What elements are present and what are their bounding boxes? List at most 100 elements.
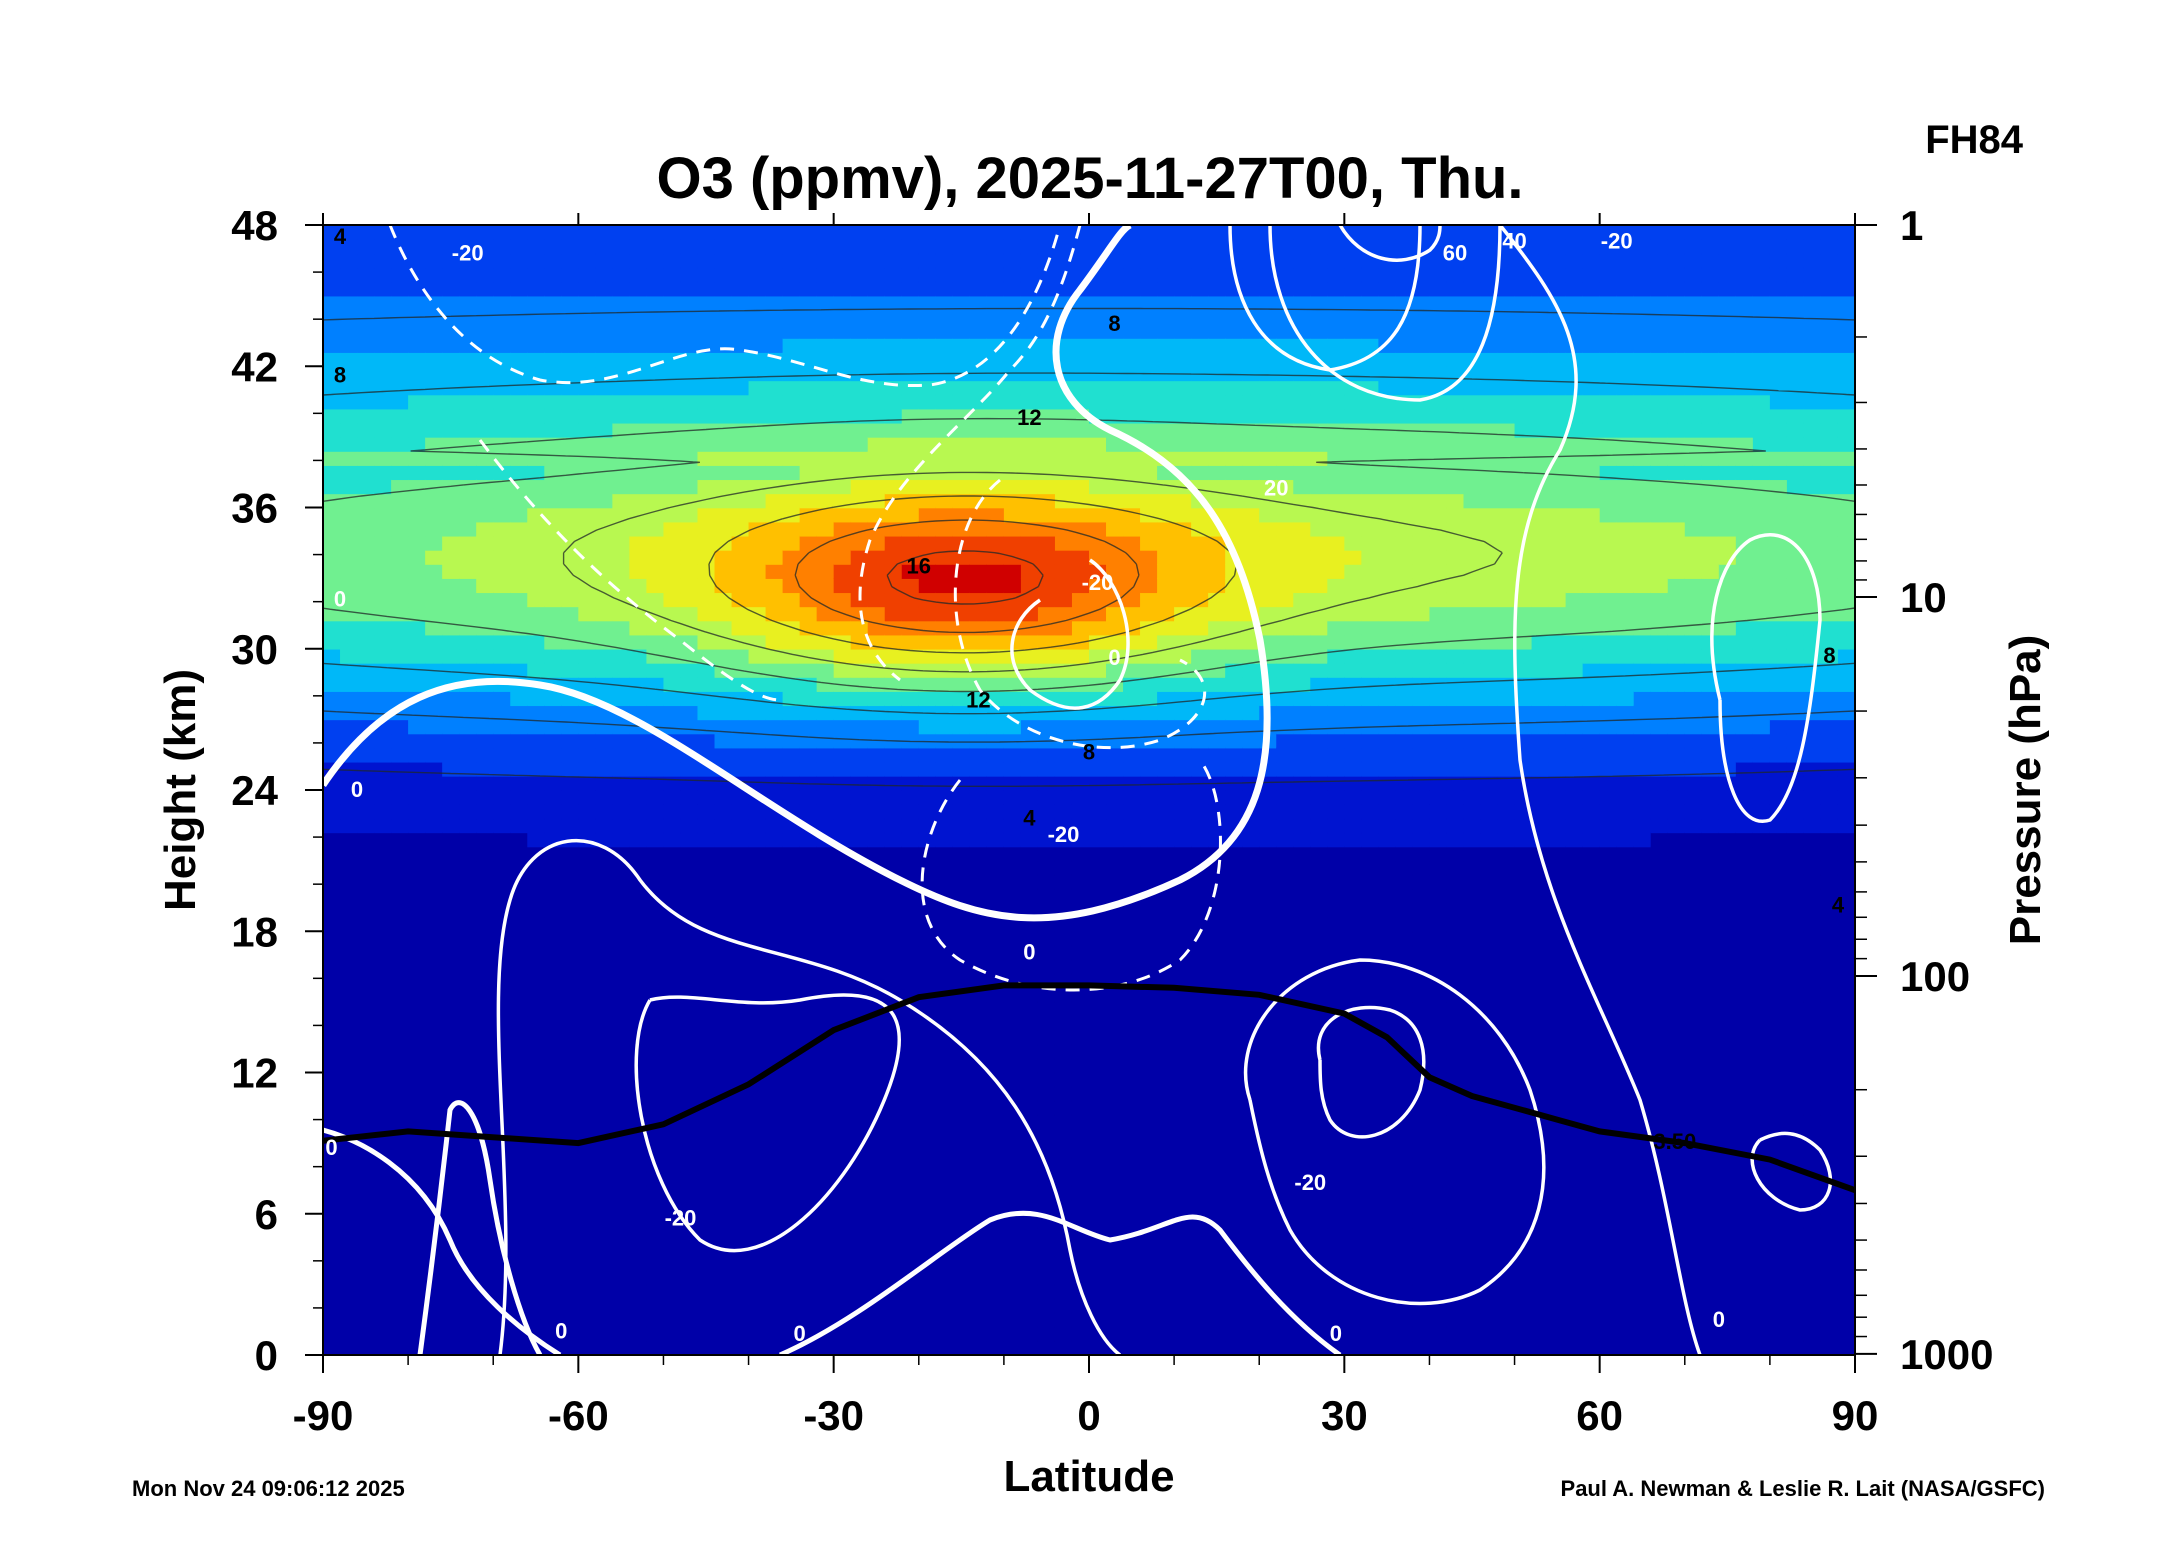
ozone-cell xyxy=(1123,493,1141,509)
ozone-cell xyxy=(476,903,495,918)
ozone-cell xyxy=(374,973,392,989)
ozone-cell xyxy=(578,903,597,918)
ozone-cell xyxy=(476,1114,495,1130)
ozone-cell xyxy=(612,422,631,438)
ozone-cell xyxy=(901,422,920,438)
ozone-cell xyxy=(1020,775,1039,791)
ozone-cell xyxy=(1344,1086,1363,1102)
ozone-cell xyxy=(1106,507,1124,523)
ozone-cell xyxy=(884,1100,903,1116)
ozone-cell xyxy=(1140,267,1158,283)
ozone-cell xyxy=(1157,521,1175,537)
ozone-cell xyxy=(1310,564,1329,579)
ozone-cell xyxy=(901,846,920,862)
ozone-cell xyxy=(408,380,426,396)
ozone-cell xyxy=(986,253,1005,269)
ozone-cell xyxy=(1208,917,1226,933)
ozone-cell xyxy=(1157,931,1175,947)
ozone-cell xyxy=(1259,888,1278,904)
ozone-cell xyxy=(1327,507,1346,523)
ozone-cell xyxy=(697,366,716,382)
ozone-cell xyxy=(1174,422,1192,438)
ozone-cell xyxy=(459,1171,477,1187)
ozone-cell xyxy=(748,267,767,283)
ozone-cell xyxy=(1071,1312,1090,1328)
ozone-cell xyxy=(323,366,341,382)
ozone-cell xyxy=(1293,917,1312,933)
ozone-cell xyxy=(476,691,495,707)
ozone-cell xyxy=(1020,987,1039,1003)
ozone-cell xyxy=(816,451,835,466)
ozone-cell xyxy=(527,408,546,424)
ozone-cell xyxy=(1191,620,1209,636)
ozone-cell xyxy=(1276,1001,1295,1017)
ozone-cell xyxy=(612,677,631,692)
ozone-cell xyxy=(969,888,988,904)
ozone-cell xyxy=(612,804,631,820)
ozone-cell xyxy=(1089,1001,1107,1017)
ozone-cell xyxy=(765,564,784,579)
ozone-cell xyxy=(323,1171,341,1187)
ozone-cell xyxy=(425,380,443,396)
ozone-cell xyxy=(1037,662,1056,678)
ozone-cell xyxy=(1225,1326,1243,1342)
ozone-cell xyxy=(425,253,443,269)
ozone-cell xyxy=(1174,1100,1192,1116)
ozone-cell xyxy=(782,790,801,805)
ozone-cell xyxy=(408,535,426,551)
ozone-cell xyxy=(442,705,460,721)
ozone-cell xyxy=(748,1100,767,1116)
ozone-cell xyxy=(595,1298,614,1314)
ozone-cell xyxy=(765,1044,784,1060)
ozone-cell xyxy=(391,592,409,608)
ozone-cell xyxy=(340,1199,358,1215)
ozone-cell xyxy=(1225,1114,1243,1130)
ozone-cell xyxy=(1378,1143,1397,1159)
ozone-cell xyxy=(1378,945,1397,961)
ozone-cell xyxy=(578,225,597,240)
ozone-cell xyxy=(799,1072,818,1088)
ozone-cell xyxy=(1140,422,1158,438)
ozone-cell xyxy=(374,451,392,466)
ozone-cell xyxy=(1071,338,1090,353)
ozone-cell xyxy=(1037,1270,1056,1286)
ozone-cell xyxy=(323,394,341,410)
ozone-cell xyxy=(918,253,937,269)
ozone-cell xyxy=(493,394,512,410)
ozone-cell xyxy=(1208,648,1226,664)
ozone-cell xyxy=(782,903,801,918)
ozone-cell xyxy=(1020,1001,1039,1017)
ozone-cell xyxy=(986,564,1005,579)
ozone-cell xyxy=(476,790,495,805)
ozone-cell xyxy=(799,1100,818,1116)
ozone-cell xyxy=(850,903,869,918)
ozone-cell xyxy=(595,648,614,664)
ozone-cell xyxy=(1106,775,1124,791)
ozone-cell xyxy=(1378,1242,1397,1257)
ozone-cell xyxy=(833,1213,852,1229)
ozone-cell xyxy=(816,1086,835,1102)
ozone-cell xyxy=(561,790,580,805)
ozone-cell xyxy=(1157,493,1175,509)
ozone-cell xyxy=(1123,1185,1141,1201)
ozone-cell xyxy=(799,366,818,382)
ozone-cell xyxy=(1106,1086,1124,1102)
ozone-cell xyxy=(459,959,477,975)
ozone-cell xyxy=(1327,323,1346,339)
ozone-cell xyxy=(408,338,426,353)
ozone-cell xyxy=(884,1143,903,1159)
ozone-cell xyxy=(969,945,988,961)
ozone-cell xyxy=(629,747,648,763)
ozone-cell xyxy=(408,549,426,565)
ozone-cell xyxy=(1003,1199,1022,1215)
ozone-cell xyxy=(357,818,375,834)
ozone-cell xyxy=(697,465,716,481)
ozone-cell xyxy=(1361,281,1380,297)
ozone-cell xyxy=(731,1185,750,1201)
ozone-cell xyxy=(391,874,409,890)
ozone-cell xyxy=(1378,1256,1397,1272)
ozone-cell xyxy=(1327,1086,1346,1102)
ozone-cell xyxy=(850,790,869,805)
ozone-cell xyxy=(663,338,682,353)
ozone-cell xyxy=(935,564,954,579)
